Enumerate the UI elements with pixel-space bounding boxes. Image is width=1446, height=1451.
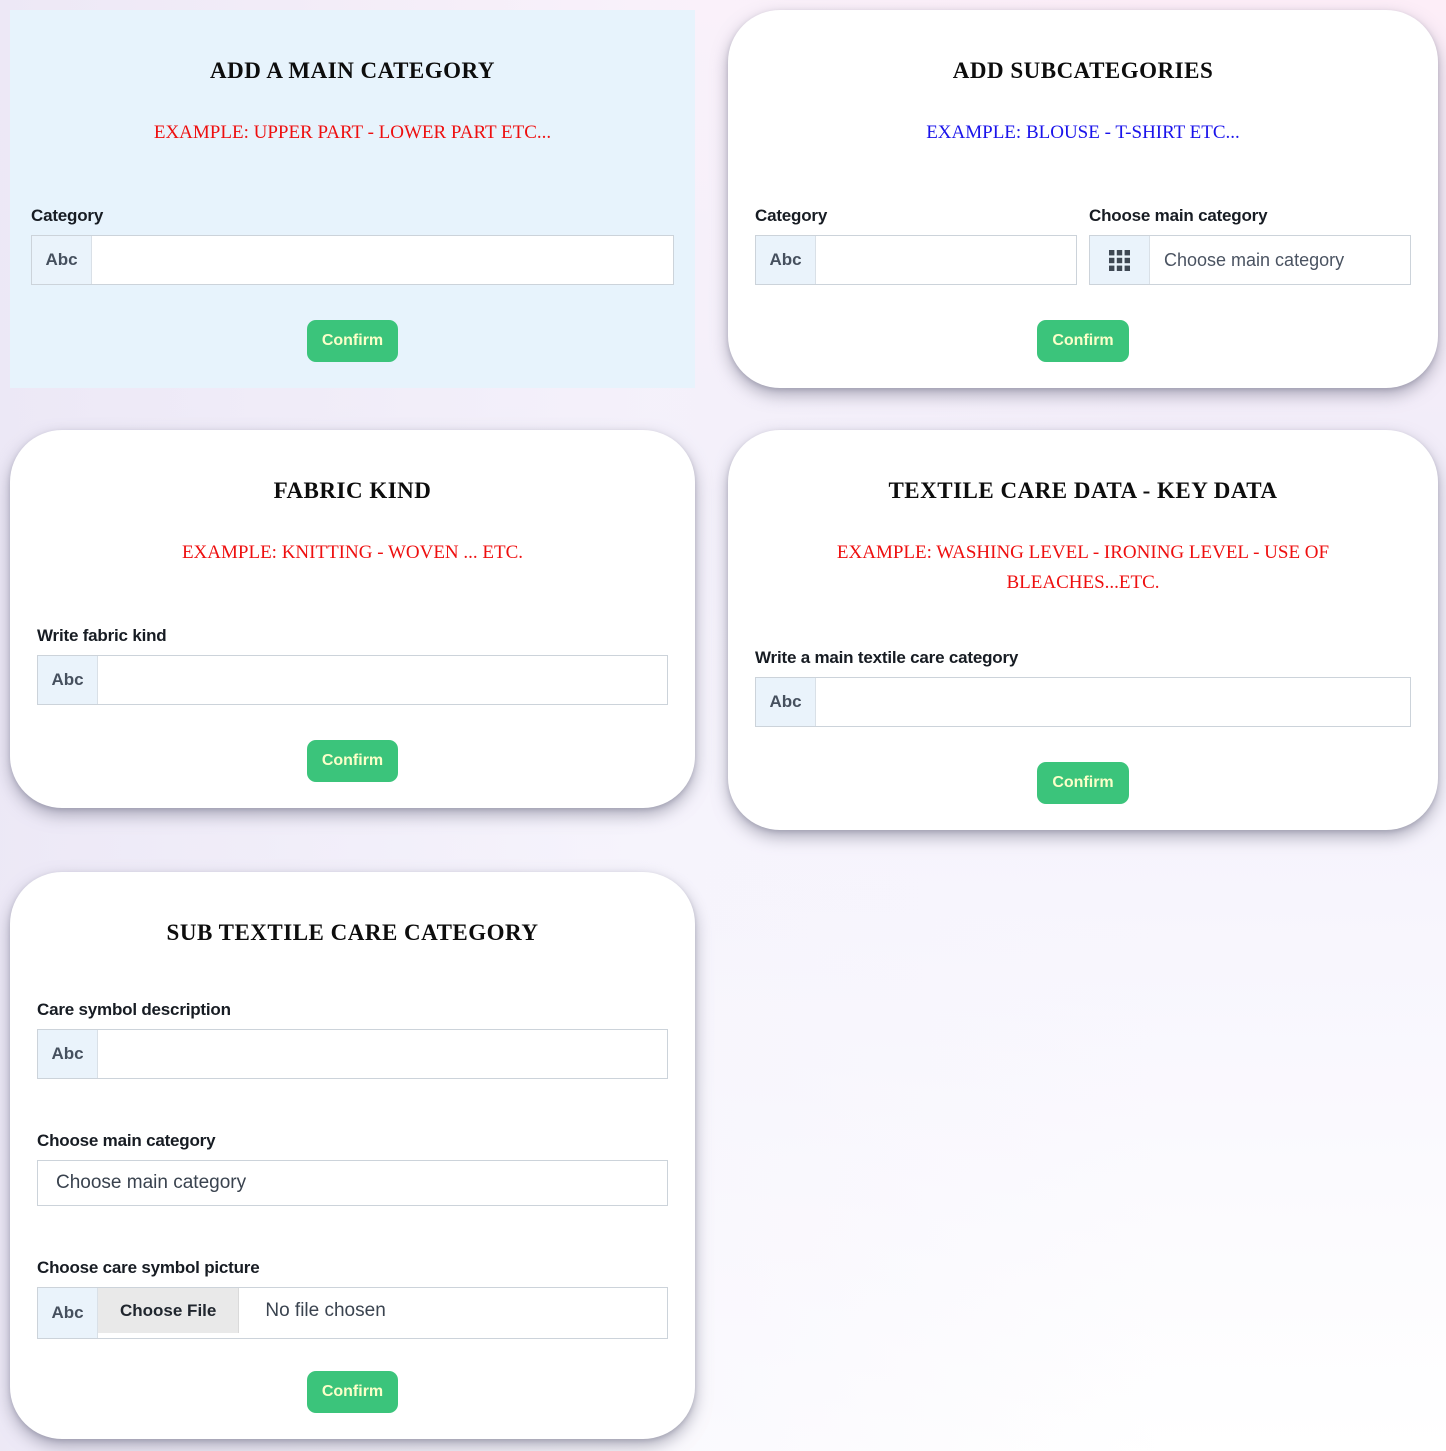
abc-text-icon: Abc bbox=[38, 656, 98, 704]
abc-text-icon: Abc bbox=[756, 236, 816, 284]
card-add-subcategories: ADD SUBCATEGORIES EXAMPLE: BLOUSE - T-SH… bbox=[728, 10, 1438, 388]
main-category-select[interactable]: Choose main category bbox=[37, 1160, 668, 1206]
card-title: ADD A MAIN CATEGORY bbox=[210, 58, 495, 83]
card-sub-textile-care: SUB TEXTILE CARE CATEGORY Care symbol de… bbox=[10, 872, 695, 1439]
file-status-text: No file chosen bbox=[265, 1299, 386, 1321]
category-label: Category bbox=[755, 206, 828, 225]
confirm-button[interactable]: Confirm bbox=[1037, 320, 1129, 362]
subcategory-input[interactable] bbox=[816, 236, 1076, 284]
care-symbol-picture-input-group: Abc Choose File No file chosen bbox=[37, 1287, 668, 1339]
card-add-main-category: ADD A MAIN CATEGORY EXAMPLE: UPPER PART … bbox=[10, 10, 695, 388]
card-title: SUB TEXTILE CARE CATEGORY bbox=[166, 920, 539, 945]
textile-care-category-input[interactable] bbox=[816, 678, 1410, 726]
confirm-button[interactable]: Confirm bbox=[1037, 762, 1129, 804]
card-example-text: EXAMPLE: WASHING LEVEL - IRONING LEVEL -… bbox=[836, 542, 1330, 593]
textile-care-category-label: Write a main textile care category bbox=[755, 648, 1019, 667]
choose-care-symbol-picture-label: Choose care symbol picture bbox=[37, 1258, 260, 1277]
abc-text-icon: Abc bbox=[38, 1030, 98, 1078]
card-title: TEXTILE CARE DATA - KEY DATA bbox=[888, 478, 1278, 503]
confirm-button[interactable]: Confirm bbox=[306, 740, 399, 782]
main-category-select[interactable] bbox=[1150, 236, 1410, 284]
confirm-button[interactable]: Confirm bbox=[306, 1371, 399, 1413]
category-input-group: Abc bbox=[755, 235, 1077, 285]
choose-main-category-label: Choose main category bbox=[1089, 206, 1268, 225]
card-title: ADD SUBCATEGORIES bbox=[952, 58, 1214, 83]
card-example-text: EXAMPLE: UPPER PART - LOWER PART ETC... bbox=[153, 122, 552, 143]
card-title: FABRIC KIND bbox=[273, 478, 432, 503]
care-symbol-description-label: Care symbol description bbox=[37, 1000, 231, 1019]
category-input[interactable] bbox=[92, 236, 673, 284]
subcategory-field: Category Abc bbox=[755, 206, 1077, 285]
grid-icon bbox=[1090, 236, 1150, 284]
textile-care-input-group: Abc bbox=[755, 677, 1411, 727]
main-category-field: Choose main category bbox=[1089, 206, 1411, 285]
file-input-area: Choose File No file chosen bbox=[98, 1288, 667, 1333]
category-label: Category bbox=[31, 206, 104, 225]
care-symbol-description-input-group: Abc bbox=[37, 1029, 668, 1079]
category-input-group: Abc bbox=[31, 235, 674, 285]
card-fabric-kind: FABRIC KIND EXAMPLE: KNITTING - WOVEN ..… bbox=[10, 430, 695, 808]
fabric-kind-input-group: Abc bbox=[37, 655, 668, 705]
main-category-select-group bbox=[1089, 235, 1411, 285]
fabric-kind-label: Write fabric kind bbox=[37, 626, 167, 645]
card-example-text: EXAMPLE: KNITTING - WOVEN ... ETC. bbox=[181, 542, 524, 563]
abc-text-icon: Abc bbox=[756, 678, 816, 726]
choose-main-category-field: Choose main category Choose main categor… bbox=[37, 1131, 668, 1206]
abc-text-icon: Abc bbox=[32, 236, 92, 284]
fabric-kind-input[interactable] bbox=[98, 656, 667, 704]
abc-text-icon: Abc bbox=[38, 1288, 98, 1338]
choose-file-button[interactable]: Choose File bbox=[98, 1288, 240, 1333]
care-symbol-description-input[interactable] bbox=[98, 1030, 667, 1078]
card-textile-care-data: TEXTILE CARE DATA - KEY DATA EXAMPLE: WA… bbox=[728, 430, 1438, 830]
choose-care-symbol-picture-field: Choose care symbol picture Abc Choose Fi… bbox=[37, 1258, 668, 1339]
confirm-button[interactable]: Confirm bbox=[306, 320, 399, 362]
choose-main-category-label: Choose main category bbox=[37, 1131, 216, 1150]
card-example-text: EXAMPLE: BLOUSE - T-SHIRT ETC... bbox=[926, 122, 1240, 143]
care-symbol-description-field: Care symbol description Abc bbox=[37, 1000, 668, 1079]
